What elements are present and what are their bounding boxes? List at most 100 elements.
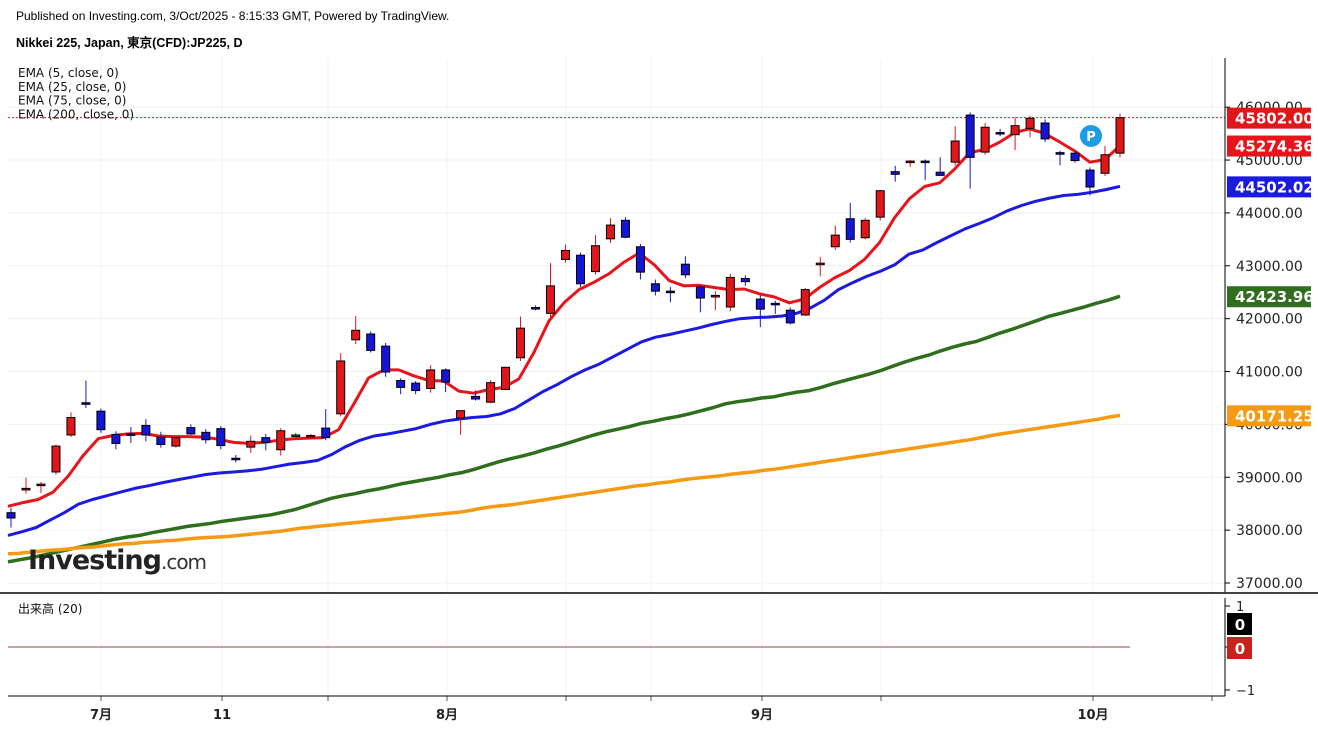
candle xyxy=(456,410,466,435)
candle-body xyxy=(141,424,151,436)
candle xyxy=(1100,145,1110,176)
candle xyxy=(605,218,615,244)
price-badge-ema25: 44502.02 xyxy=(1227,176,1314,198)
price-badge-text: 45802.00 xyxy=(1235,110,1314,128)
y-tick-label: 37000.00 xyxy=(1236,576,1303,592)
y-tick-label: 39000.00 xyxy=(1236,470,1303,486)
candle xyxy=(156,431,166,448)
logo-suffix: .com xyxy=(161,550,206,574)
candle xyxy=(141,419,151,442)
legend: EMA (5, close, 0)EMA (25, close, 0)EMA (… xyxy=(18,66,134,121)
candle-body xyxy=(635,246,645,273)
candle xyxy=(471,390,481,401)
candle xyxy=(276,428,286,456)
candle-body xyxy=(51,445,61,473)
y-tick-label: 38000.00 xyxy=(1236,523,1303,539)
price-badge-bg xyxy=(1227,405,1311,427)
candle-body xyxy=(111,433,121,444)
candle xyxy=(546,263,556,318)
candle xyxy=(81,380,91,409)
legend-entry: EMA (5, close, 0) xyxy=(18,66,119,80)
candle-body xyxy=(890,171,900,175)
price-labels: 45802.00 45274.36 44502.02 42423.96 40171.25 xyxy=(1227,107,1314,427)
candle xyxy=(516,316,526,361)
candle xyxy=(1010,117,1020,150)
price-badge-text: 45274.36 xyxy=(1235,138,1314,156)
candle xyxy=(171,434,181,448)
candle xyxy=(845,202,855,243)
candle-body xyxy=(501,366,511,391)
candle xyxy=(531,305,541,311)
candle xyxy=(635,244,645,280)
candle-body xyxy=(965,114,975,158)
candle-body xyxy=(546,285,556,314)
price-badge-last: 45802.00 xyxy=(1227,107,1314,129)
candle xyxy=(770,300,780,314)
candle xyxy=(366,331,376,353)
candle xyxy=(650,279,660,296)
candle xyxy=(306,433,316,438)
volume-badge: 0 xyxy=(1227,613,1252,635)
candle-body xyxy=(291,434,301,437)
candle xyxy=(995,128,1005,137)
candle xyxy=(411,381,421,395)
candle xyxy=(6,507,16,528)
candle xyxy=(126,427,136,443)
candle-body xyxy=(665,290,675,294)
candle xyxy=(800,287,810,317)
candle-body xyxy=(575,254,585,285)
candle-body xyxy=(1100,154,1110,174)
candle-body xyxy=(980,126,990,153)
candle-body xyxy=(590,245,600,273)
candle xyxy=(590,235,600,275)
candle-body xyxy=(276,430,286,451)
price-badge-text: 40171.25 xyxy=(1235,407,1314,425)
candle-body xyxy=(1025,117,1035,129)
candle xyxy=(890,165,900,182)
candle-body xyxy=(441,369,451,383)
candle-body xyxy=(1040,122,1050,140)
candle xyxy=(920,159,930,181)
candle-body xyxy=(261,437,271,443)
candle xyxy=(875,190,885,221)
candle-body xyxy=(905,160,915,164)
candle xyxy=(695,284,705,313)
candle-body xyxy=(920,160,930,164)
legend-entry: EMA (75, close, 0) xyxy=(18,94,126,108)
legend-entry: EMA (25, close, 0) xyxy=(18,80,126,94)
candle xyxy=(261,433,271,451)
candle-body xyxy=(156,436,166,445)
price-badge-text: 42423.96 xyxy=(1235,288,1314,306)
candle-body xyxy=(770,302,780,306)
candle-body xyxy=(620,219,630,238)
candle-body xyxy=(531,307,541,310)
candle xyxy=(396,378,406,395)
candle xyxy=(96,408,106,433)
candle-body xyxy=(875,190,885,218)
candle-body xyxy=(246,440,256,448)
ema-line xyxy=(7,184,1121,537)
price-badge-bg xyxy=(1227,286,1311,308)
candle-body xyxy=(411,382,421,392)
candle xyxy=(351,316,361,345)
candle-body xyxy=(351,329,361,341)
candle xyxy=(1025,115,1035,138)
y-tick-label: 43000.00 xyxy=(1236,259,1303,275)
logo-text: Investing xyxy=(28,545,161,576)
candle xyxy=(665,286,675,303)
candle-body xyxy=(426,369,436,389)
volume-badge-bg xyxy=(1227,637,1252,659)
svg-text:Investing.com: Investing.com xyxy=(28,545,206,576)
ema-line xyxy=(7,127,1122,508)
candle-body xyxy=(950,140,960,163)
candle xyxy=(336,353,346,417)
candle xyxy=(321,409,331,441)
candle xyxy=(965,112,975,189)
candle-body xyxy=(186,427,196,435)
volume-badge-text: 0 xyxy=(1235,640,1245,658)
candle-body xyxy=(381,345,391,373)
price-badge-ema5: 45274.36 xyxy=(1227,135,1314,157)
candle xyxy=(216,425,226,450)
candle-body xyxy=(1085,169,1095,188)
